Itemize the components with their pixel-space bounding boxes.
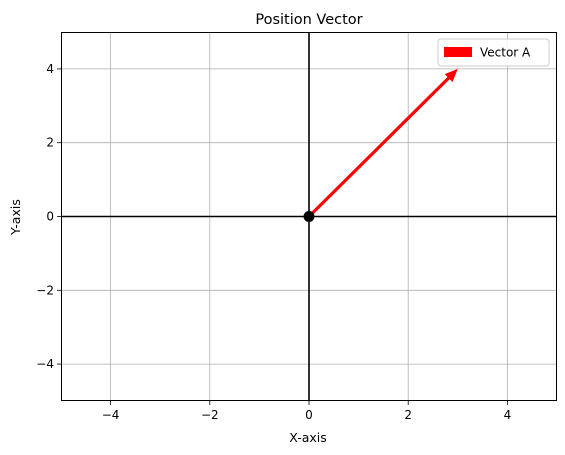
y-tick-label: 4 bbox=[46, 62, 54, 76]
y-tick-label: 0 bbox=[46, 210, 54, 224]
x-tick-label: 2 bbox=[404, 408, 412, 422]
x-tick-label: 0 bbox=[305, 408, 313, 422]
y-tick-label: 2 bbox=[46, 136, 54, 150]
x-axis-label: X-axis bbox=[289, 430, 327, 445]
legend-box bbox=[437, 38, 550, 67]
origin-marker bbox=[303, 211, 315, 222]
y-tick-label: −2 bbox=[36, 283, 54, 297]
vector-shaft bbox=[307, 76, 451, 218]
x-tick-label: −2 bbox=[201, 408, 219, 422]
x-tick-label: 4 bbox=[504, 408, 512, 422]
y-tick-label: −4 bbox=[36, 357, 54, 371]
legend-label: Vector A bbox=[480, 46, 531, 60]
legend: Vector A bbox=[437, 38, 550, 67]
x-tick-label: −4 bbox=[102, 408, 120, 422]
chart-title: Position Vector bbox=[255, 12, 362, 28]
plot-frame bbox=[61, 32, 557, 401]
y-axis-label: Y-axis bbox=[8, 199, 23, 236]
vectors-layer bbox=[303, 68, 458, 222]
vector-arrowhead bbox=[444, 68, 458, 82]
y-ticks: −4 −2 0 2 4 bbox=[36, 62, 61, 371]
x-ticks: −4 −2 0 2 4 bbox=[102, 401, 511, 422]
legend-swatch bbox=[444, 47, 472, 57]
